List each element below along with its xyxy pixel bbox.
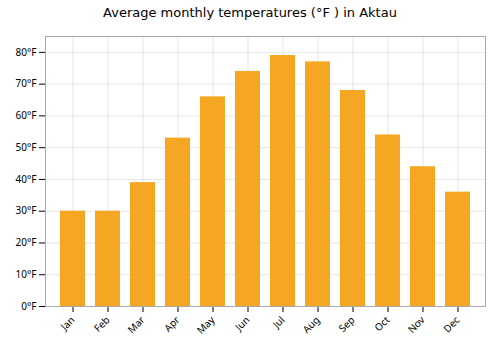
svg-text:Jun: Jun xyxy=(231,313,252,334)
svg-text:Dec: Dec xyxy=(440,313,463,336)
svg-text:Apr: Apr xyxy=(161,313,183,335)
svg-text:80°F: 80°F xyxy=(16,45,37,59)
html-text:Average monthly temperatures (: Average monthly temperatures (°F ) in Ak… xyxy=(103,5,397,20)
svg-text:0°F: 0°F xyxy=(21,299,36,313)
svg-text:20°F: 20°F xyxy=(16,235,37,249)
svg-text:Jan: Jan xyxy=(57,313,78,334)
svg-text:May: May xyxy=(193,312,218,337)
svg-text:Jul: Jul xyxy=(269,313,288,332)
svg-text:Aug: Aug xyxy=(299,313,322,336)
svg-text:Oct: Oct xyxy=(371,313,393,335)
svg-text:10°F: 10°F xyxy=(16,267,37,281)
svg-text:60°F: 60°F xyxy=(16,108,37,122)
svg-text:Sep: Sep xyxy=(335,313,357,335)
svg-text:40°F: 40°F xyxy=(16,172,37,186)
svg-text:50°F: 50°F xyxy=(16,140,37,154)
svg-text:Feb: Feb xyxy=(90,313,112,335)
svg-text:70°F: 70°F xyxy=(16,76,37,90)
svg-text:30°F: 30°F xyxy=(16,203,37,217)
svg-text:Mar: Mar xyxy=(124,313,147,336)
svg-text:Nov: Nov xyxy=(404,312,428,336)
